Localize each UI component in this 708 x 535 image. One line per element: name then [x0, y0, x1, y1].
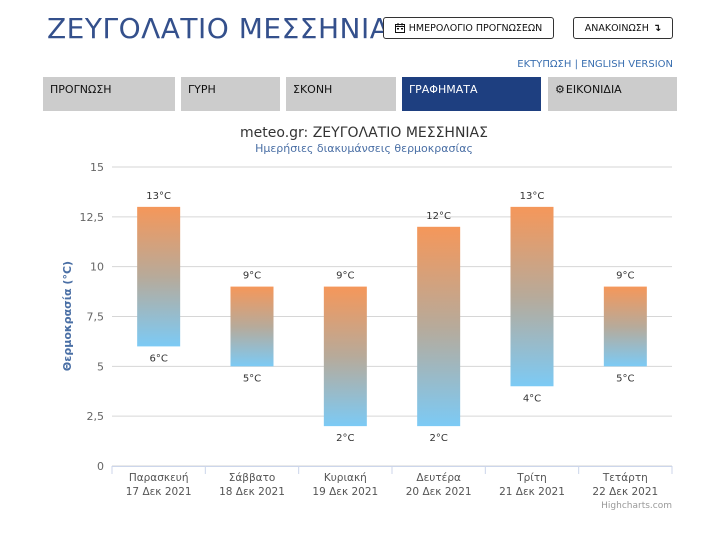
min-temp-label: 2°C	[336, 433, 354, 444]
chart-subtitle: Ημερήσιες διακυμάνσεις θερμοκρασίας	[255, 142, 473, 155]
x-tick-day-label: Τρίτη	[516, 472, 547, 484]
arrow-down-icon: ↴	[652, 22, 662, 34]
x-tick-date-label: 19 Δεκ 2021	[312, 486, 378, 498]
forecast-calendar-button[interactable]: ΗΜΕΡΟΛΟΓΙΟ ΠΡΟΓΝΩΣΕΩΝ	[383, 17, 554, 39]
temperature-range-bar[interactable]	[137, 206, 181, 347]
tab-dust[interactable]: ΣΚΟΝΗ	[286, 77, 396, 111]
y-axis-title: Θερμοκρασία (°C)	[61, 261, 74, 371]
y-tick-label: 12,5	[80, 211, 105, 224]
temperature-range-bar[interactable]	[323, 286, 367, 427]
tab-label: ΓΡΑΦΗΜΑΤΑ	[409, 83, 478, 96]
tab-pollen[interactable]: ΓΥΡΗ	[181, 77, 280, 111]
temperature-range-bar[interactable]	[603, 286, 647, 367]
forecast-calendar-label: ΗΜΕΡΟΛΟΓΙΟ ΠΡΟΓΝΩΣΕΩΝ	[408, 22, 543, 34]
chart-title: meteo.gr: ΖΕΥΓΟΛΑΤΙΟ ΜΕΣΣΗΝΙΑΣ	[240, 125, 488, 141]
page-title: ΖΕΥΓΟΛΑΤΙΟ ΜΕΣΣΗΝΙΑΣ	[47, 12, 408, 45]
x-tick-day-label: Δευτέρα	[416, 472, 461, 484]
min-temp-label: 5°C	[616, 373, 634, 384]
x-tick-day-label: Σάββατο	[229, 472, 276, 484]
tab-forecast[interactable]: ΠΡΟΓΝΩΣΗ	[43, 77, 175, 111]
tab-label: ΕΙΚΟΝΙΔΙΑ	[565, 83, 622, 96]
y-tick-label: 10	[90, 261, 104, 274]
max-temp-label: 13°C	[520, 191, 545, 202]
temperature-range-bar[interactable]	[417, 226, 461, 427]
english-version-link[interactable]: ENGLISH VERSION	[581, 59, 673, 70]
min-temp-label: 6°C	[149, 353, 167, 364]
y-tick-label: 5	[97, 360, 104, 373]
tab-label: ΣΚΟΝΗ	[293, 83, 333, 96]
max-temp-label: 12°C	[426, 211, 451, 222]
temperature-range-bar[interactable]	[230, 286, 274, 367]
link-separator: |	[574, 59, 578, 70]
max-temp-label: 9°C	[336, 271, 354, 282]
announcement-label: ΑΝΑΚΟΙΝΩΣΗ	[584, 22, 649, 34]
y-tick-label: 2,5	[87, 410, 105, 423]
y-tick-label: 15	[90, 161, 104, 174]
print-link[interactable]: ΕΚΤΥΠΩΣΗ	[517, 59, 572, 70]
tab-charts[interactable]: ΓΡΑΦΗΜΑΤΑ	[402, 77, 541, 111]
x-tick-day-label: Παρασκευή	[129, 472, 189, 484]
max-temp-label: 13°C	[146, 191, 171, 202]
print-links: ΕΚΤΥΠΩΣΗ | ENGLISH VERSION	[517, 59, 673, 70]
tab-images[interactable]: ⚙ΕΙΚΟΝΙΔΙΑ	[548, 77, 677, 111]
tab-label: ΠΡΟΓΝΩΣΗ	[50, 83, 112, 96]
x-tick-date-label: 21 Δεκ 2021	[499, 486, 565, 498]
x-tick-date-label: 20 Δεκ 2021	[406, 486, 472, 498]
min-temp-label: 4°C	[523, 393, 541, 404]
y-tick-label: 7,5	[87, 311, 105, 324]
tab-label: ΓΥΡΗ	[188, 83, 216, 96]
max-temp-label: 9°C	[616, 271, 634, 282]
x-tick-date-label: 18 Δεκ 2021	[219, 486, 285, 498]
calendar-icon	[394, 23, 405, 33]
max-temp-label: 9°C	[243, 271, 261, 282]
x-tick-date-label: 22 Δεκ 2021	[592, 486, 658, 498]
x-tick-date-label: 17 Δεκ 2021	[126, 486, 192, 498]
main-nav: ΠΡΟΓΝΩΣΗ ΓΥΡΗ ΣΚΟΝΗ ΓΡΑΦΗΜΑΤΑ ⚙ΕΙΚΟΝΙΔΙΑ	[43, 77, 677, 111]
min-temp-label: 2°C	[429, 433, 447, 444]
x-tick-day-label: Τετάρτη	[602, 472, 648, 484]
temperature-range-bar[interactable]	[510, 206, 554, 387]
chart-credits[interactable]: Highcharts.com	[601, 501, 672, 511]
gear-icon: ⚙	[555, 83, 565, 96]
min-temp-label: 5°C	[243, 373, 261, 384]
x-tick-day-label: Κυριακή	[324, 472, 367, 484]
y-tick-label: 0	[97, 460, 104, 473]
announcement-button[interactable]: ΑΝΑΚΟΙΝΩΣΗ ↴	[573, 17, 673, 39]
